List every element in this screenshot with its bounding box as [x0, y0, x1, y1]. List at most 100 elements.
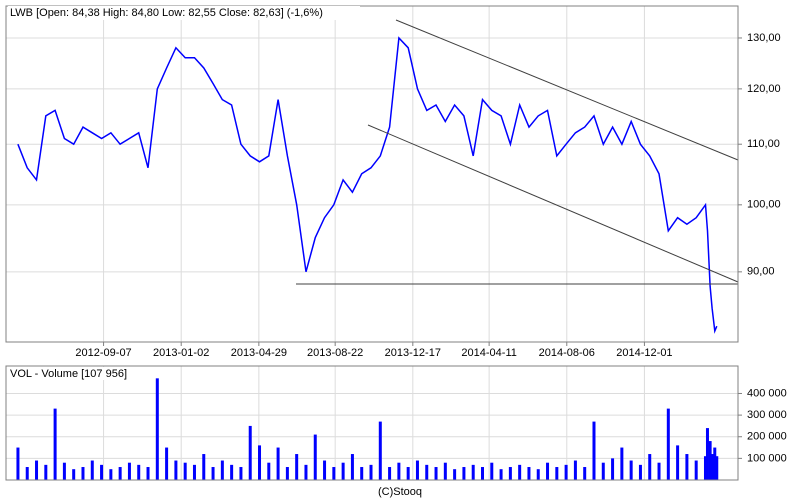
y-tick-label: 300 000 [747, 409, 787, 421]
volume-bar [434, 467, 438, 480]
y-tick-label: 100 000 [747, 452, 787, 464]
volume-bar [239, 467, 243, 480]
volume-bar [192, 464, 196, 480]
volume-bar [295, 454, 299, 480]
volume-bar [81, 467, 85, 480]
volume-bar [267, 462, 271, 480]
volume-bar [341, 462, 345, 480]
trend-line [395, 19, 739, 161]
volume-bar [44, 464, 48, 480]
volume-bar [527, 467, 531, 480]
x-tick-label: 2014-04-11 [461, 347, 516, 359]
price-panel: 90,00 100,00 110,00 120,00 130,00 2012-09-07 2… [6, 6, 781, 359]
volume-bar [620, 447, 624, 480]
volume-bar [499, 469, 503, 480]
volume-bar [127, 462, 131, 480]
volume-bar [536, 469, 540, 480]
volume-bar [350, 454, 354, 480]
volume-bar [53, 408, 57, 480]
volume-bar [443, 462, 447, 480]
volume-bar [471, 464, 475, 480]
volume-bar [332, 467, 336, 480]
volume-bar [710, 454, 714, 480]
volume-bar [369, 464, 373, 480]
volume-bar [508, 467, 512, 480]
volume-bar [676, 445, 680, 480]
x-tick-label: 2014-08-06 [539, 347, 595, 359]
volume-bar [109, 469, 113, 480]
volume-bar [415, 460, 419, 480]
x-tick-label: 2013-12-17 [385, 347, 441, 359]
volume-bar [100, 464, 104, 480]
copyright: (C)Stooq [378, 486, 422, 498]
volume-bar [583, 467, 587, 480]
volume-bar [601, 462, 605, 480]
volume-bar [313, 434, 317, 480]
y-tick-label: 400 000 [747, 387, 787, 399]
volume-bar [146, 467, 150, 480]
volume-bar [165, 447, 169, 480]
y-tick-label: 130,00 [747, 32, 781, 44]
volume-bar [90, 460, 94, 480]
volume-bar [555, 467, 559, 480]
volume-bar [183, 462, 187, 480]
volume-bar [573, 460, 577, 480]
volume-bar [397, 462, 401, 480]
volume-bar [703, 456, 707, 480]
volume-bar [304, 464, 308, 480]
price-frame [5, 5, 739, 343]
volume-bar [258, 445, 262, 480]
y-tick-label: 110,00 [747, 138, 780, 150]
volume-bar [276, 447, 280, 480]
volume-bar [629, 460, 633, 480]
volume-bar [715, 456, 719, 480]
volume-bar [425, 464, 429, 480]
volume-bar [462, 467, 466, 480]
volume-bar [248, 425, 252, 480]
volume-legend: VOL - Volume [107 956] [10, 368, 127, 380]
volume-bar [285, 467, 289, 480]
volume-bar [388, 467, 392, 480]
volume-bar [137, 464, 141, 480]
volume-bar [378, 421, 382, 480]
volume-bar [564, 464, 568, 480]
volume-bar [708, 441, 712, 480]
x-tick-label: 2013-08-22 [307, 347, 363, 359]
volume-bar [453, 469, 457, 480]
volume-bar [694, 460, 698, 480]
volume-bar [62, 462, 66, 480]
y-tick-label: 120,00 [747, 83, 781, 95]
volume-bar [611, 458, 615, 480]
legend-box [8, 367, 130, 380]
x-tick-label: 2012-09-07 [75, 347, 131, 359]
volume-bar [211, 467, 215, 480]
price-line [17, 36, 718, 334]
volume-bar [220, 460, 224, 480]
volume-bar [174, 460, 178, 480]
volume-bar [16, 447, 20, 480]
volume-bar [638, 464, 642, 480]
volume-bar [592, 421, 596, 480]
volume-bar [480, 467, 484, 480]
volume-bar [666, 408, 670, 480]
volume-bar [713, 447, 717, 480]
volume-bar [323, 460, 327, 480]
x-tick-label: 2014-12-01 [616, 347, 672, 359]
y-tick-label: 200 000 [747, 431, 787, 443]
legend-box [8, 6, 360, 20]
volume-bar [406, 467, 410, 480]
volume-bar [155, 378, 159, 480]
volume-bar [230, 464, 234, 480]
y-tick-label: 100,00 [747, 199, 781, 211]
volume-bar [518, 464, 522, 480]
x-tick-label: 2013-01-02 [153, 347, 209, 359]
volume-bar [35, 460, 39, 480]
volume-bar [657, 462, 661, 480]
volume-bar [546, 462, 550, 480]
price-legend: LWB [Open: 84,38 High: 84,80 Low: 82,55 … [10, 7, 323, 19]
volume-bar [705, 428, 709, 480]
x-tick-label: 2013-04-29 [231, 347, 287, 359]
volume-bar [72, 469, 76, 480]
